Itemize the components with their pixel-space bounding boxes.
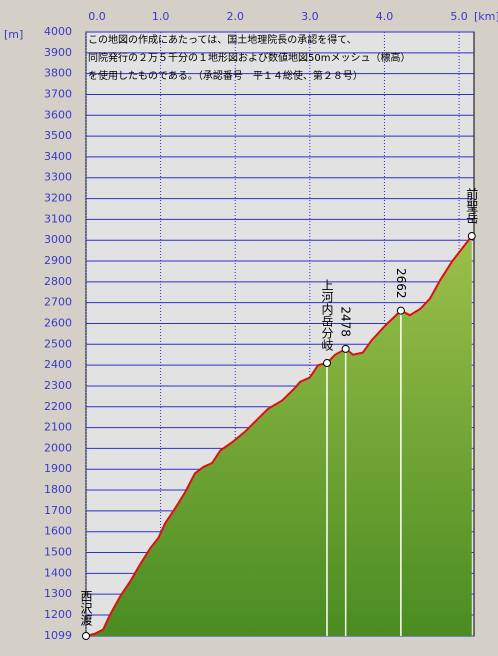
profile-line	[85, 235, 473, 637]
y-tick-label: 3900	[44, 46, 72, 59]
x-tick-label: 5.0	[450, 10, 468, 23]
y-tick-label: 2500	[44, 337, 72, 350]
y-tick-label: 3600	[44, 108, 72, 121]
y-tick-label: 2000	[44, 441, 72, 454]
area-fill	[86, 236, 472, 636]
x-tick-label: 1.0	[152, 10, 170, 23]
notice: この地図の作成にあたっては、国土地理院長の承認を得て、同院発行の２万５千分の１地…	[88, 33, 410, 82]
waypoint-label: 2478	[339, 306, 353, 337]
waypoint-label: 前聖岳	[465, 187, 479, 224]
y-tick-label: 1800	[44, 483, 72, 496]
waypoint	[467, 232, 476, 241]
notice-line: を使用したものである。（承認番号 平１４総使、第２８号）	[88, 69, 363, 82]
waypoint-label: 2662	[394, 268, 408, 299]
y-tick-label: 3700	[44, 87, 72, 100]
x-tick-label: 3.0	[301, 10, 319, 23]
y-tick-label: 1900	[44, 462, 72, 475]
y-tick-label: 2300	[44, 379, 72, 392]
y-tick-label: 1099	[44, 629, 72, 642]
waypoint-label: 上河内岳分岐	[320, 279, 334, 351]
y-tick-label: 3200	[44, 192, 72, 205]
y-tick-label: 1700	[44, 504, 72, 517]
y-tick-label: 1600	[44, 525, 72, 538]
waypoint	[323, 359, 332, 368]
y-tick-label: 2100	[44, 421, 72, 434]
y-tick-label: 2600	[44, 316, 72, 329]
waypoint	[82, 632, 90, 640]
y-tick-label: 1300	[44, 587, 72, 600]
y-tick-label: 2200	[44, 400, 72, 413]
y-tick-label: 2700	[44, 296, 72, 309]
notice-line: 同院発行の２万５千分の１地形図および数値地図50mメッシュ（標高）	[88, 51, 410, 64]
y-tick-label: 3800	[44, 67, 72, 80]
y-tick-label: 2400	[44, 358, 72, 371]
y-tick-label: 4000	[44, 25, 72, 38]
notice-line: この地図の作成にあたっては、国土地理院長の承認を得て、	[88, 33, 357, 46]
waypoint-label: 西沢渡	[79, 590, 93, 626]
y-tick-label: 2900	[44, 254, 72, 267]
y-tick-label: 1200	[44, 608, 72, 621]
y-tick-label: 3100	[44, 212, 72, 225]
y-tick-label: 1400	[44, 566, 72, 579]
x-tick-label: 2.0	[226, 10, 244, 23]
x-tick-label: 4.0	[376, 10, 394, 23]
waypoint	[341, 344, 350, 353]
y-tick-label: 2800	[44, 275, 72, 288]
x-axis-label: [km]	[474, 10, 498, 23]
y-axis-label: [m]	[4, 28, 23, 41]
y-tick-label: 1500	[44, 546, 72, 559]
waypoint	[396, 306, 405, 315]
y-tick-label: 3400	[44, 150, 72, 163]
y-tick-label: 3000	[44, 233, 72, 246]
x-tick-label: 0.0	[88, 10, 106, 23]
y-tick-label: 3300	[44, 171, 72, 184]
y-tick-label: 3500	[44, 129, 72, 142]
